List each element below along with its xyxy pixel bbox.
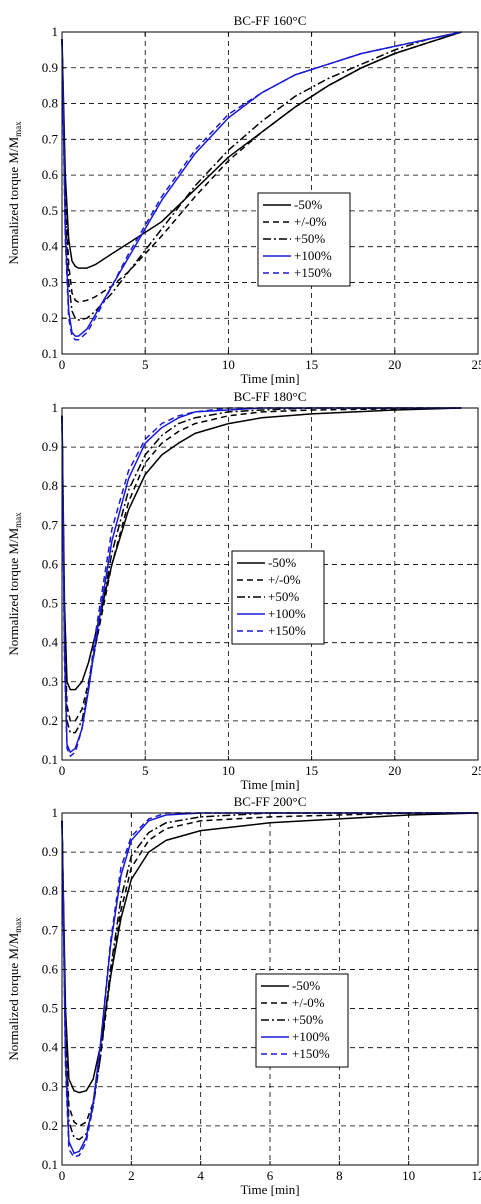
legend-label: +/-0% xyxy=(292,995,325,1010)
legend-label: +150% xyxy=(292,1046,330,1061)
x-axis-label: Time [min] xyxy=(240,777,299,792)
y-tick-label: 1 xyxy=(52,24,59,39)
y-axis-label: Normalized torque M/Mmax xyxy=(6,917,23,1061)
series-line-2 xyxy=(61,31,462,303)
y-tick-label: 0.8 xyxy=(42,883,58,898)
y-tick-label: 0.3 xyxy=(42,1079,58,1094)
x-tick-label: 5 xyxy=(142,763,149,778)
series-line-3 xyxy=(61,407,462,734)
y-tick-label: 0.5 xyxy=(42,1001,58,1016)
y-tick-label: 0.8 xyxy=(42,96,58,111)
y-tick-label: 0.7 xyxy=(42,131,59,146)
y-tick-label: 0.2 xyxy=(42,310,58,325)
chart-panel-1: 0 5 10 15 20 25 0.1 0.2 0.3 0.4 0.5 0.6 0.7 0.8 0.9 1 BC… xyxy=(6,13,481,386)
legend-label: +/-0% xyxy=(294,214,327,229)
y-tick-label: 1 xyxy=(52,805,59,820)
series-line-1 xyxy=(61,407,462,691)
x-tick-label: 25 xyxy=(472,357,481,372)
legend-label: -50% xyxy=(268,555,296,570)
chart-title: BC-FF 180°C xyxy=(234,389,307,404)
x-tick-label: 10 xyxy=(222,763,235,778)
x-tick-label: 4 xyxy=(197,1168,204,1183)
legend-box xyxy=(257,192,351,287)
axes-frame xyxy=(61,31,479,355)
x-tick-label: 10 xyxy=(222,357,235,372)
chart-panel-2: 0 5 10 15 20 25 0.1 0.2 0.3 0.4 0.5 0.6 0.7 0.8 0.9 1 BC… xyxy=(6,389,481,792)
y-tick-label: 0.6 xyxy=(42,961,59,976)
x-tick-label: 2 xyxy=(128,1168,135,1183)
y-tick-label: 0.3 xyxy=(42,674,58,689)
y-tick-label: 0.4 xyxy=(42,635,59,650)
y-tick-label: 0.1 xyxy=(42,752,58,767)
x-tick-label: 8 xyxy=(336,1168,343,1183)
y-tick-label: 0.8 xyxy=(42,478,58,493)
y-tick-label: 0.6 xyxy=(42,167,59,182)
series-line-3 xyxy=(61,31,462,321)
series-line-2 xyxy=(61,812,478,1127)
y-tick-label: 0.9 xyxy=(42,439,58,454)
chart-panel-3: 0 2 4 6 8 10 12 0.1 0.2 0.3 0.4 0.5 0.6 0.7 0.8 0.9 1 BC-… xyxy=(6,794,481,1197)
legend-label: +150% xyxy=(294,265,332,280)
y-tick-label: 0.7 xyxy=(42,517,59,532)
y-axis-label: Normalized torque M/Mmax xyxy=(6,121,23,265)
y-tick-label: 0.5 xyxy=(42,596,58,611)
legend-label: +50% xyxy=(268,589,299,604)
y-tick-label: 0.4 xyxy=(42,1040,59,1055)
legend-label: -50% xyxy=(294,197,322,212)
legend-label: +150% xyxy=(268,623,306,638)
y-tick-label: 0.9 xyxy=(42,60,58,75)
legend: -50% +/-0% +50% +100% +150% xyxy=(255,973,349,1068)
x-tick-label: 20 xyxy=(388,763,401,778)
y-tick-label: 0.7 xyxy=(42,922,59,937)
y-tick-label: 0.1 xyxy=(42,346,58,361)
x-tick-label: 12 xyxy=(472,1168,481,1183)
y-tick-label: 1 xyxy=(52,400,59,415)
legend-label: +100% xyxy=(268,606,306,621)
chart-title: BC-FF 200°C xyxy=(234,794,307,809)
legend-label: +/-0% xyxy=(268,572,301,587)
legend-box xyxy=(255,973,349,1068)
series-line-5 xyxy=(61,31,462,341)
y-tick-label: 0.5 xyxy=(42,203,58,218)
x-tick-label: 0 xyxy=(59,763,66,778)
legend: -50% +/-0% +50% +100% +150% xyxy=(257,192,351,287)
x-tick-label: 20 xyxy=(388,357,401,372)
x-tick-label: 0 xyxy=(59,1168,66,1183)
x-axis-label: Time [min] xyxy=(240,371,299,386)
y-tick-label: 0.6 xyxy=(42,556,59,571)
y-tick-label: 0.3 xyxy=(42,274,58,289)
x-axis-label: Time [min] xyxy=(240,1182,299,1197)
x-tick-label: 15 xyxy=(305,763,318,778)
x-tick-label: 25 xyxy=(472,763,481,778)
legend-label: +50% xyxy=(292,1012,323,1027)
y-tick-label: 0.2 xyxy=(42,713,58,728)
y-tick-label: 0.1 xyxy=(42,1157,58,1172)
x-tick-label: 10 xyxy=(402,1168,415,1183)
x-tick-label: 0 xyxy=(59,357,66,372)
y-tick-label: 0.2 xyxy=(42,1118,58,1133)
x-tick-label: 5 xyxy=(142,357,149,372)
chart-title: BC-FF 160°C xyxy=(234,13,307,28)
x-tick-label: 15 xyxy=(305,357,318,372)
legend-label: +100% xyxy=(294,248,332,263)
legend: -50% +/-0% +50% +100% +150% xyxy=(231,550,325,645)
y-tick-label: 0.4 xyxy=(42,239,59,254)
y-axis-label: Normalized torque M/Mmax xyxy=(6,512,23,656)
x-tick-label: 6 xyxy=(267,1168,274,1183)
legend-label: +100% xyxy=(292,1029,330,1044)
legend-box xyxy=(231,550,325,645)
axes-frame xyxy=(61,407,479,761)
legend-label: -50% xyxy=(292,978,320,993)
legend-label: +50% xyxy=(294,231,325,246)
series-line-2 xyxy=(61,407,462,722)
y-tick-label: 0.9 xyxy=(42,844,58,859)
